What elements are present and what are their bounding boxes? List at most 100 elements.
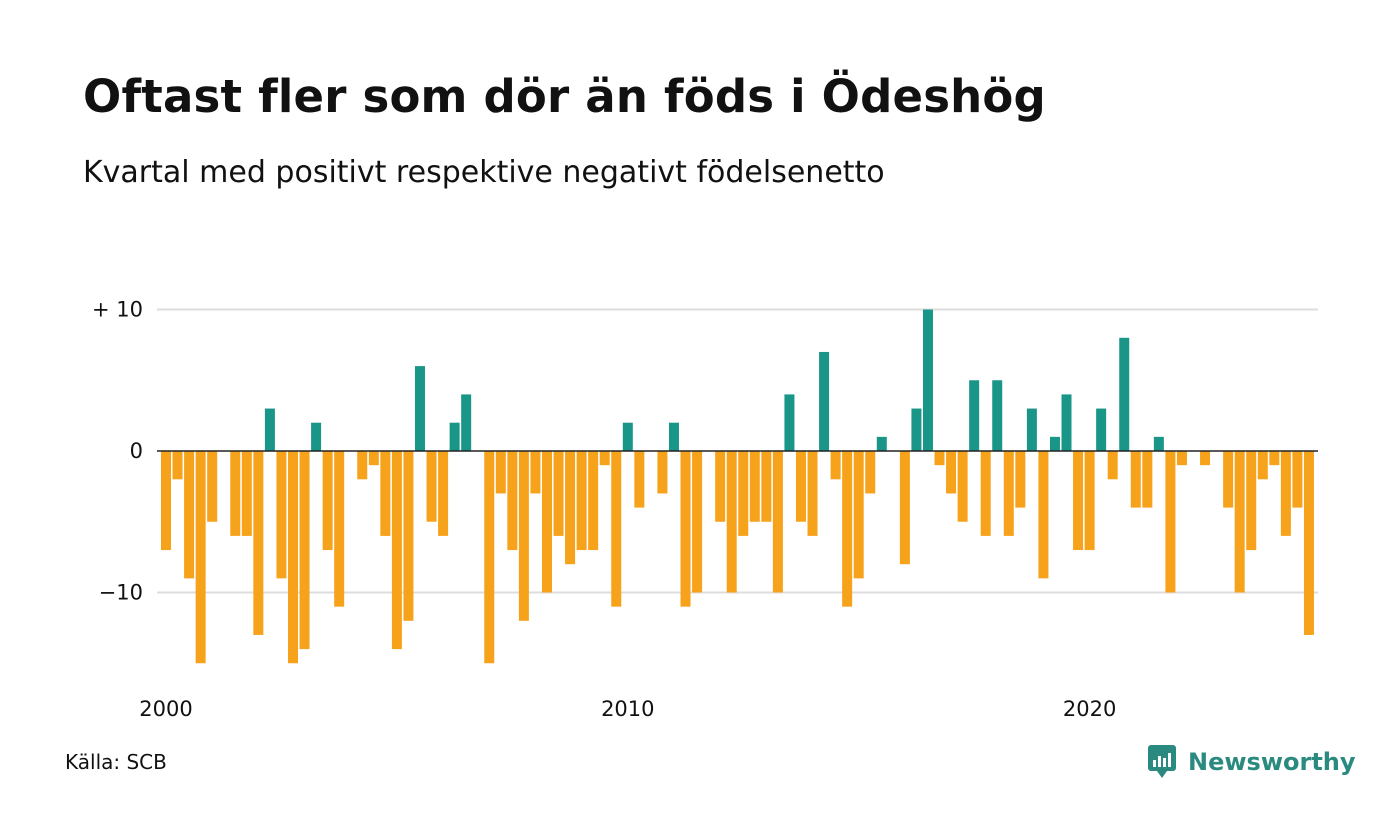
bar: [842, 451, 853, 607]
bar: [311, 422, 322, 451]
bar: [1200, 451, 1211, 466]
x-axis-ticks: 2000 2010 2020: [139, 697, 1116, 721]
y-axis-ticks: + 10 0 −10: [92, 298, 143, 605]
bar: [1223, 451, 1234, 508]
bar: [1303, 451, 1314, 635]
y-tick-label: + 10: [92, 298, 143, 322]
bar: [357, 451, 368, 480]
bar: [588, 451, 599, 551]
bar: [853, 451, 864, 579]
bar: [565, 451, 576, 565]
bar: [992, 380, 1003, 451]
bar: [380, 451, 391, 536]
bar: [899, 451, 910, 565]
bar: [969, 380, 980, 451]
bar: [1061, 394, 1072, 451]
bars: [161, 309, 1314, 664]
bar: [576, 451, 587, 551]
bar: [276, 451, 287, 579]
bar: [738, 451, 749, 536]
bar: [507, 451, 518, 551]
bar: [761, 451, 772, 522]
bar: [980, 451, 991, 536]
bar: [784, 394, 795, 451]
bar: [819, 351, 830, 451]
bar: [1107, 451, 1118, 480]
chart-subtitle: Kvartal med positivt respektive negativt…: [83, 155, 885, 190]
bar: [1003, 451, 1014, 536]
bar: [1049, 436, 1060, 451]
bar: [172, 451, 183, 480]
bar: [749, 451, 760, 522]
bar: [368, 451, 379, 466]
grid-lines: [157, 308, 1318, 594]
bar: [934, 451, 945, 466]
bar: [599, 451, 610, 466]
bar: [426, 451, 437, 522]
x-tick-label: 2010: [601, 697, 654, 721]
bar: [391, 451, 402, 650]
newsworthy-logo-icon: [1148, 745, 1176, 778]
bar: [1292, 451, 1303, 508]
bar: [1084, 451, 1095, 551]
bar: [438, 451, 449, 536]
bar: [195, 451, 206, 664]
bar: [184, 451, 195, 579]
bar: [553, 451, 564, 536]
bar: [876, 436, 887, 451]
bar: [484, 451, 495, 664]
bar: [1026, 408, 1037, 451]
bar: [715, 451, 726, 522]
chart-title: Oftast fler som dör än föds i Ödeshög: [83, 70, 1046, 123]
source-note: Källa: SCB: [65, 750, 167, 774]
bar: [1073, 451, 1084, 551]
x-tick-label: 2000: [139, 697, 192, 721]
brand-logo-link[interactable]: Newsworthy: [1148, 744, 1356, 780]
bar: [1246, 451, 1257, 551]
bar: [1234, 451, 1245, 593]
bar: [830, 451, 841, 480]
bar: [911, 408, 922, 451]
bar: [1280, 451, 1291, 536]
bar: [1153, 436, 1164, 451]
bar: [772, 451, 783, 593]
y-tick-label: 0: [130, 439, 143, 463]
bar: [726, 451, 737, 593]
y-tick-label: −10: [99, 581, 143, 605]
bar: [264, 408, 275, 451]
bar: [449, 422, 460, 451]
bar-chart: + 10 0 −10 2000 2010 2020: [92, 298, 1318, 721]
bar: [414, 366, 425, 451]
bar: [1130, 451, 1141, 508]
bar: [946, 451, 957, 494]
bar: [495, 451, 506, 494]
bar: [461, 394, 472, 451]
bar: [1269, 451, 1280, 466]
bar: [622, 422, 633, 451]
bar: [322, 451, 333, 551]
bar: [518, 451, 529, 621]
bar: [680, 451, 691, 607]
bar: [611, 451, 622, 607]
bar: [865, 451, 876, 494]
bar: [657, 451, 668, 494]
bar: [922, 309, 933, 451]
bar: [541, 451, 552, 593]
bar: [1038, 451, 1049, 579]
bar: [241, 451, 252, 536]
bar: [807, 451, 818, 536]
bar: [334, 451, 345, 607]
bar: [1165, 451, 1176, 593]
x-tick-label: 2020: [1063, 697, 1116, 721]
bar: [288, 451, 298, 664]
bar: [530, 451, 541, 494]
brand-name: Newsworthy: [1188, 748, 1356, 776]
bar: [1142, 451, 1153, 508]
bar: [1096, 408, 1107, 451]
bar: [1015, 451, 1026, 508]
bar: [692, 451, 703, 593]
bar: [230, 451, 241, 536]
bar: [403, 451, 414, 621]
bar: [207, 451, 218, 522]
bar: [299, 451, 310, 650]
